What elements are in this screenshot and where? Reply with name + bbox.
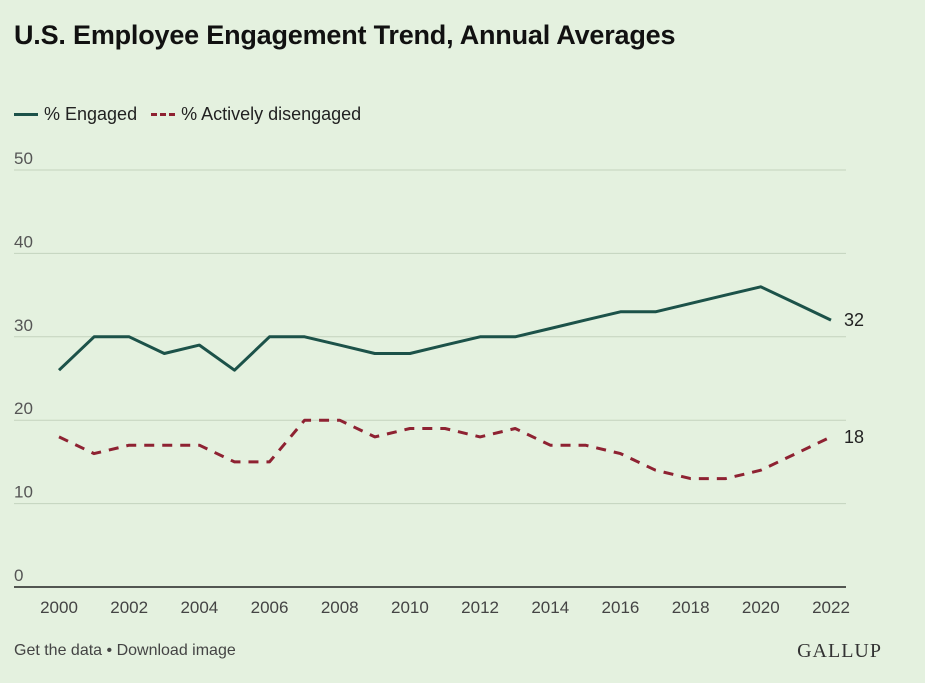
x-tick-label: 2002 xyxy=(110,598,148,617)
x-tick-label: 2004 xyxy=(180,598,218,617)
chart-legend: % Engaged % Actively disengaged xyxy=(14,104,375,125)
y-tick-label: 20 xyxy=(14,399,33,418)
x-tick-label: 2010 xyxy=(391,598,429,617)
x-tick-label: 2006 xyxy=(251,598,289,617)
y-tick-label: 0 xyxy=(14,566,23,585)
legend-label-disengaged: % Actively disengaged xyxy=(181,104,362,124)
series-line-engaged xyxy=(57,285,832,372)
x-tick-label: 2022 xyxy=(812,598,850,617)
legend-item-engaged: % Engaged xyxy=(14,104,137,125)
chart-title: U.S. Employee Engagement Trend, Annual A… xyxy=(14,20,676,50)
x-tick-label: 2020 xyxy=(742,598,780,617)
x-tick-label: 2012 xyxy=(461,598,499,617)
x-tick-label: 2000 xyxy=(40,598,78,617)
legend-label-engaged: % Engaged xyxy=(44,104,138,124)
series-line-disengaged xyxy=(58,418,832,481)
download-image-link[interactable]: Download image xyxy=(116,642,236,659)
legend-swatch-engaged xyxy=(14,113,38,116)
footer-separator: • xyxy=(102,642,117,659)
chart-footer: Get the data • Download image xyxy=(14,642,236,660)
legend-swatch-disengaged xyxy=(151,113,176,116)
y-tick-label: 30 xyxy=(14,316,33,335)
x-tick-label: 2008 xyxy=(321,598,359,617)
y-tick-label: 40 xyxy=(14,232,33,251)
end-value-label: 18 xyxy=(844,427,864,447)
y-tick-label: 10 xyxy=(14,483,33,502)
y-tick-label: 50 xyxy=(14,149,33,168)
x-tick-label: 2016 xyxy=(602,598,640,617)
get-data-link[interactable]: Get the data xyxy=(14,642,103,659)
gallup-logo: GALLUP xyxy=(797,640,882,662)
end-value-label: 32 xyxy=(844,310,864,330)
x-tick-label: 2014 xyxy=(531,598,569,617)
legend-item-disengaged: % Actively disengaged xyxy=(151,104,361,125)
x-tick-label: 2018 xyxy=(672,598,710,617)
